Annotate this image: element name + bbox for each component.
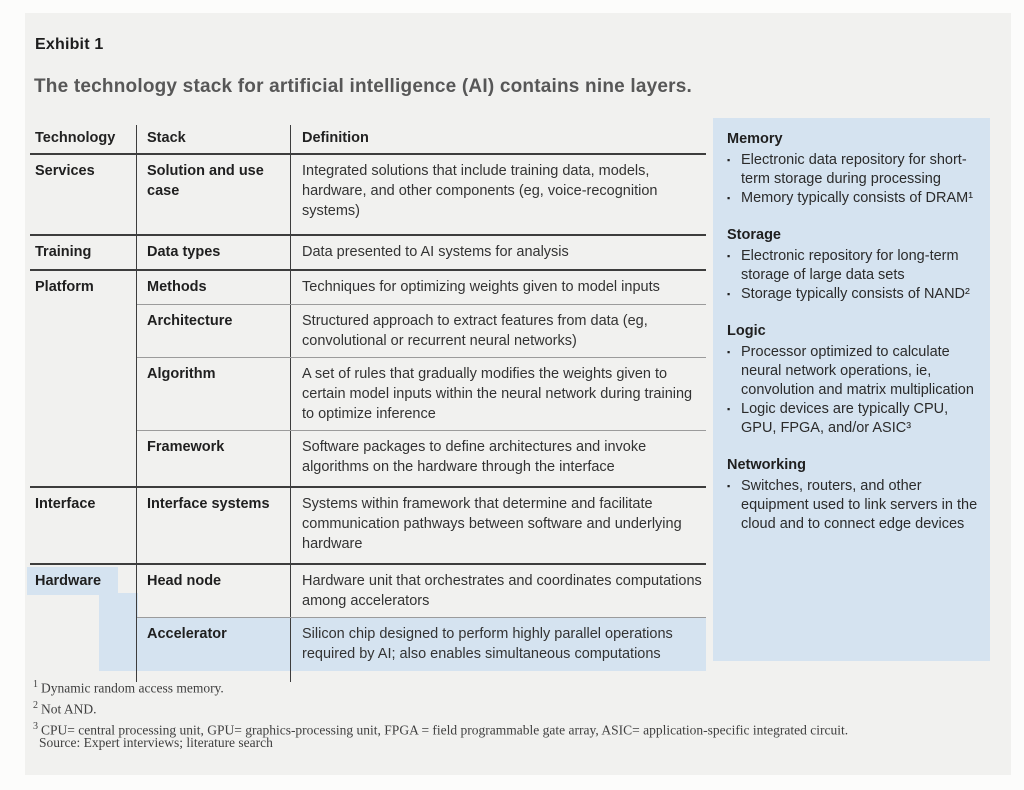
header-definition: Definition [302, 130, 369, 146]
technology-label: Hardware [30, 565, 137, 671]
stack-label: Accelerator [137, 618, 291, 671]
definition-text: Software packages to define architecture… [302, 439, 647, 475]
definition-text: Silicon chip designed to perform highly … [302, 626, 673, 662]
exhibit-card: Exhibit 1 The technology stack for artif… [25, 13, 1011, 775]
table-row: Algorithm A set of rules that gradually … [137, 357, 706, 430]
stack-label: Interface systems [137, 488, 291, 563]
technology-label: Platform [30, 271, 137, 486]
square-bullet-icon: ▪ [727, 193, 731, 203]
bullet-text: Electronic repository for long-term stor… [741, 248, 959, 283]
sidebar-heading: Memory [727, 131, 783, 147]
definition-text: Integrated solutions that include traini… [302, 163, 658, 219]
page-title: The technology stack for artificial inte… [34, 76, 692, 97]
footnote-marker: 1 [33, 679, 38, 690]
footnote-text: CPU= central processing unit, GPU= graph… [41, 722, 849, 738]
group-training: Training Data types Data presented to AI… [30, 234, 706, 269]
list-item: ▪ Electronic repository for long-term st… [727, 247, 978, 285]
definition-text: Hardware unit that orchestrates and coor… [302, 573, 702, 609]
stack-label: Data types [137, 236, 291, 269]
header-technology: Technology [30, 125, 137, 153]
table-row: Architecture Structured approach to extr… [137, 304, 706, 357]
square-bullet-icon: ▪ [727, 289, 731, 299]
technology-label: Training [30, 236, 137, 269]
square-bullet-icon: ▪ [727, 155, 731, 165]
group-platform: Platform Methods Techniques for optimizi… [30, 269, 706, 486]
list-item: ▪ Switches, routers, and other equipment… [727, 477, 978, 534]
list-item: ▪ Storage typically consists of NAND² [727, 285, 978, 304]
footnote-marker: 2 [33, 700, 38, 711]
stack-label: Solution and use case [137, 155, 291, 234]
sidebar-section-memory: Memory ▪ Electronic data repository for … [727, 130, 978, 208]
list-item: ▪ Processor optimized to calculate neura… [727, 343, 978, 400]
table-row: Interface systems Systems within framewo… [137, 488, 706, 563]
bullet-text: Storage typically consists of NAND² [741, 286, 970, 302]
bullet-text: Switches, routers, and other equipment u… [741, 478, 978, 532]
source-line: Source: Expert interviews; literature se… [39, 735, 273, 750]
group-hardware: Hardware Head node Hardware unit that or… [27, 563, 706, 671]
square-bullet-icon: ▪ [727, 347, 731, 357]
bullet-text: Memory typically consists of DRAM¹ [741, 190, 974, 206]
stack-label: Head node [137, 565, 291, 617]
table-row: Framework Software packages to define ar… [137, 430, 706, 486]
table-rule-tail [30, 671, 706, 682]
technology-label: Interface [30, 488, 137, 563]
hardware-definitions-panel: Memory ▪ Electronic data repository for … [713, 118, 990, 661]
sidebar-heading: Storage [727, 227, 781, 243]
sidebar-section-networking: Networking ▪ Switches, routers, and othe… [727, 456, 978, 534]
footnote-text: Dynamic random access memory. [41, 680, 224, 696]
sidebar-section-storage: Storage ▪ Electronic repository for long… [727, 226, 978, 304]
table-header-row: Technology Stack Definition [30, 125, 706, 155]
hardware-highlight-connector [99, 593, 138, 671]
stack-label: Architecture [137, 305, 291, 357]
definition-text: Systems within framework that determine … [302, 496, 682, 552]
group-services: Services Solution and use case Integrate… [30, 155, 706, 234]
sidebar-heading: Logic [727, 323, 766, 339]
table-row: Methods Techniques for optimizing weight… [137, 271, 706, 304]
hardware-highlight-label [27, 567, 118, 595]
group-interface: Interface Interface systems Systems with… [30, 486, 706, 563]
definition-text: Techniques for optimizing weights given … [302, 279, 660, 295]
list-item: ▪ Electronic data repository for short-t… [727, 151, 978, 189]
bullet-text: Processor optimized to calculate neural … [741, 344, 974, 398]
definition-text: A set of rules that gradually modifies t… [302, 366, 693, 422]
definition-text: Data presented to AI systems for analysi… [302, 244, 569, 260]
footnote-3: 3 CPU= central processing unit, GPU= grap… [33, 718, 848, 739]
stack-label: Methods [137, 271, 291, 304]
footnote-1: 1 Dynamic random access memory. [33, 676, 848, 697]
header-stack: Stack [137, 125, 291, 153]
table-row: Head node Hardware unit that orchestrate… [137, 565, 706, 617]
definition-text: Structured approach to extract features … [302, 313, 648, 349]
footnote-marker: 3 [33, 721, 38, 732]
square-bullet-icon: ▪ [727, 481, 731, 491]
sidebar-section-logic: Logic ▪ Processor optimized to calculate… [727, 322, 978, 438]
table-row: Data types Data presented to AI systems … [137, 236, 706, 269]
bullet-text: Logic devices are typically CPU, GPU, FP… [741, 401, 949, 436]
stack-label: Algorithm [137, 358, 291, 430]
footnote-text: Not AND. [41, 701, 97, 717]
list-item: ▪ Memory typically consists of DRAM¹ [727, 189, 978, 208]
bullet-text: Electronic data repository for short-ter… [741, 152, 967, 187]
technology-label: Services [30, 155, 137, 234]
table-row-accelerator-highlighted: Accelerator Silicon chip designed to per… [137, 617, 706, 671]
technology-stack-table: Technology Stack Definition Services Sol… [27, 125, 706, 682]
stack-label: Framework [137, 431, 291, 486]
square-bullet-icon: ▪ [727, 251, 731, 261]
exhibit-label: Exhibit 1 [35, 36, 104, 53]
footnote-2: 2 Not AND. [33, 697, 848, 718]
square-bullet-icon: ▪ [727, 404, 731, 414]
sidebar-heading: Networking [727, 457, 806, 473]
footnotes: 1 Dynamic random access memory. 2 Not AND.… [33, 676, 848, 739]
table-row: Solution and use case Integrated solutio… [137, 155, 706, 234]
list-item: ▪ Logic devices are typically CPU, GPU, … [727, 400, 978, 438]
